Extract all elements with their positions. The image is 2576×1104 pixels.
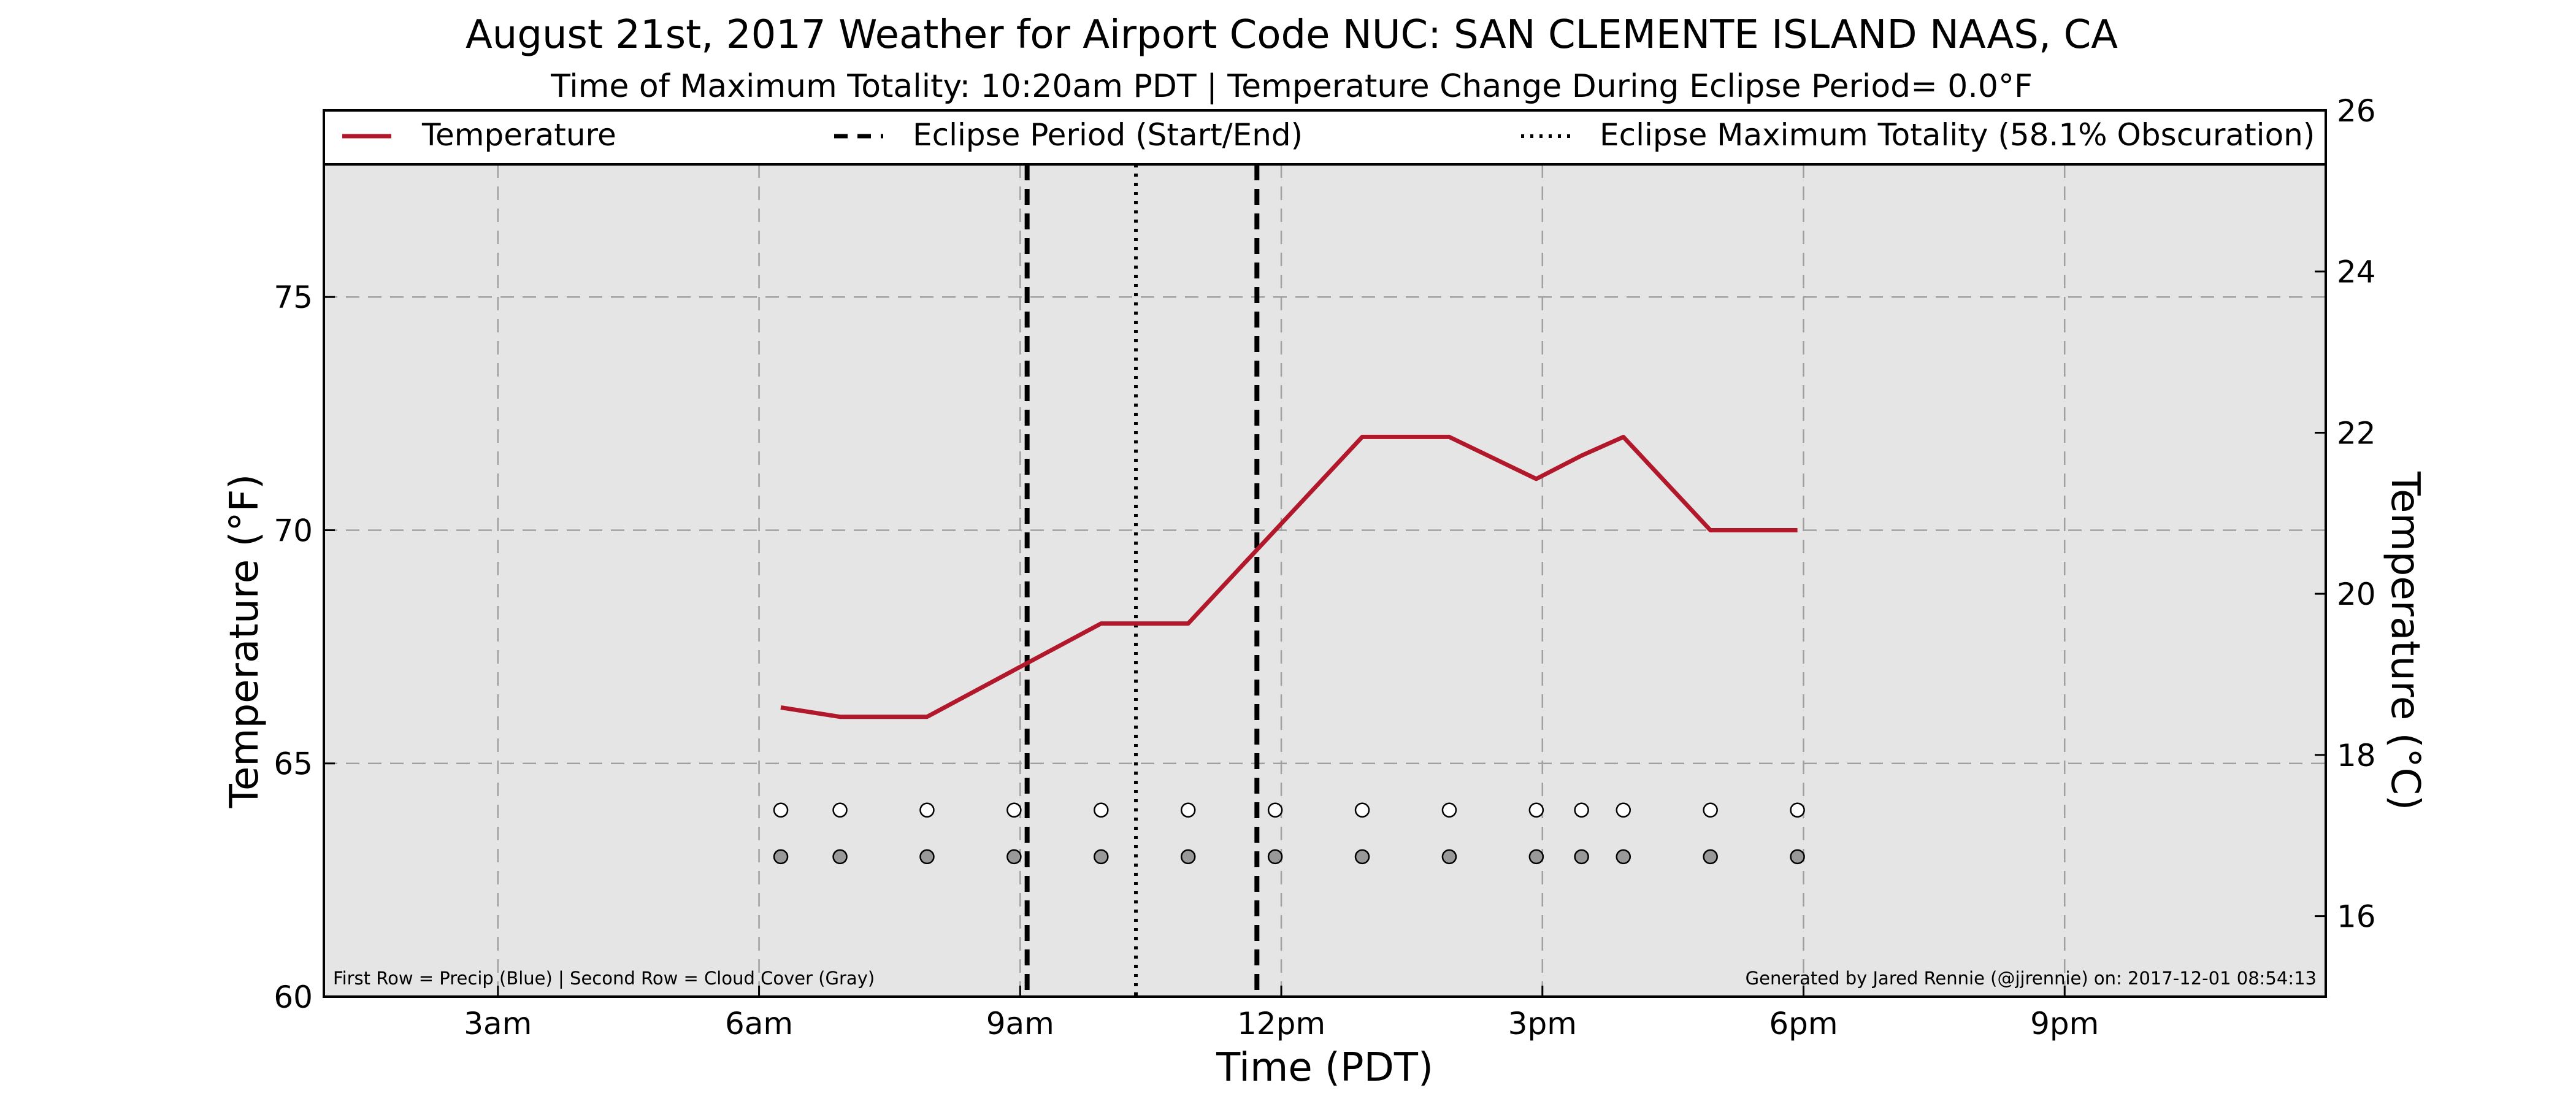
legend-eclipse-period-label: Eclipse Period (Start/End) xyxy=(913,117,1303,153)
cloud-cover-marker xyxy=(1616,849,1631,865)
cloud-cover-marker xyxy=(1006,849,1022,865)
temperature-series xyxy=(780,434,1798,719)
x-tick-label: 12pm xyxy=(1237,1006,1325,1041)
cloud-cover-marker xyxy=(773,849,789,865)
legend-box xyxy=(323,109,2327,166)
footnote-right: Generated by Jared Rennie (@jjrennie) on… xyxy=(1746,968,2317,989)
precip-marker xyxy=(773,802,789,818)
y-right-axis-label: Temperature (°C) xyxy=(2382,471,2428,810)
legend: Temperature Eclipse Period (Start/End) E… xyxy=(323,109,2327,166)
precip-marker xyxy=(1180,802,1196,818)
precip-marker xyxy=(1267,802,1283,818)
chart-title: August 21st, 2017 Weather for Airport Co… xyxy=(466,12,2118,58)
x-tick-label: 3pm xyxy=(1508,1006,1577,1041)
y-tick-label: 70 xyxy=(274,513,313,548)
precip-marker xyxy=(1528,802,1544,818)
cloud-cover-marker xyxy=(832,849,848,865)
y-right-tick-label: 22 xyxy=(2337,415,2376,451)
y-tick-label: 60 xyxy=(274,979,313,1015)
y-axis-label: Temperature (°F) xyxy=(222,474,267,809)
cloud-cover-marker xyxy=(1703,849,1718,865)
cloud-cover-marker xyxy=(1790,849,1805,865)
legend-temperature-label: Temperature xyxy=(421,117,616,153)
footnote-left: First Row = Precip (Blue) | Second Row =… xyxy=(333,968,875,989)
cloud-cover-marker xyxy=(1441,849,1457,865)
precip-marker xyxy=(1354,802,1370,818)
cloud-cover-marker xyxy=(1180,849,1196,865)
y-right-tick-label: 18 xyxy=(2337,738,2376,773)
precip-marker xyxy=(1616,802,1631,818)
y-right-axis-ticks: 16 18 20 22 24 26 xyxy=(2315,93,2376,935)
y-tick-label: 75 xyxy=(274,280,313,315)
cloud-cover-marker xyxy=(1267,849,1283,865)
y-right-tick-label: 24 xyxy=(2337,255,2376,290)
cloud-cover-marker xyxy=(1094,849,1109,865)
legend-eclipse-max-label: Eclipse Maximum Totality (58.1% Obscurat… xyxy=(1600,117,2315,153)
y-axis-ticks: 60 65 70 75 xyxy=(274,280,335,1015)
temperature-line xyxy=(780,434,1798,719)
precip-marker xyxy=(1441,802,1457,818)
eclipse-markers xyxy=(1024,164,1260,997)
cloud-cover-marker xyxy=(919,849,935,865)
y-right-tick-label: 16 xyxy=(2337,899,2376,935)
observation-rows xyxy=(773,802,1805,865)
cloud-cover-marker xyxy=(1528,849,1544,865)
x-axis-label: Time (PDT) xyxy=(1216,1045,1433,1091)
precip-marker xyxy=(919,802,935,818)
precip-marker xyxy=(1006,802,1022,818)
plot-area xyxy=(324,164,2326,997)
cloud-cover-marker xyxy=(1574,849,1589,865)
precip-marker xyxy=(1703,802,1718,818)
x-tick-label: 6am xyxy=(725,1006,793,1041)
x-tick-label: 6pm xyxy=(1769,1006,1838,1041)
y-tick-label: 65 xyxy=(274,746,313,782)
x-tick-label: 9am xyxy=(986,1006,1054,1041)
cloud-cover-marker xyxy=(1354,849,1370,865)
precip-marker xyxy=(832,802,848,818)
y-right-tick-label: 20 xyxy=(2337,577,2376,612)
y-right-tick-label: 26 xyxy=(2337,93,2376,129)
precip-marker xyxy=(1790,802,1805,818)
x-tick-label: 3am xyxy=(464,1006,532,1041)
chart-subtitle: Time of Maximum Totality: 10:20am PDT | … xyxy=(550,68,2033,105)
x-tick-label: 9pm xyxy=(2030,1006,2099,1041)
precip-marker xyxy=(1094,802,1109,818)
x-axis-ticks: 3am 6am 9am 12pm 3pm 6pm 9pm xyxy=(464,986,2099,1041)
precip-marker xyxy=(1574,802,1589,818)
